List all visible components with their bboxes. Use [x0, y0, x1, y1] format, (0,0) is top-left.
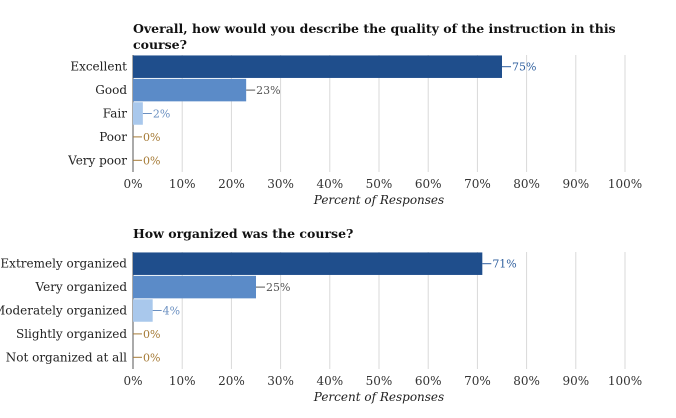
chart-2-bar	[133, 299, 153, 322]
chart-1-tick-label: 0%	[123, 177, 142, 191]
chart-2-bar	[133, 252, 483, 275]
chart-1-tick-label: 60%	[415, 177, 442, 191]
chart-2-tick-label: 30%	[267, 374, 294, 388]
chart-1-data-label: 23%	[256, 84, 280, 97]
chart-1-tick-label: 90%	[562, 177, 589, 191]
chart-1-tick-label: 30%	[267, 177, 294, 191]
chart-1-tick-label: 10%	[169, 177, 196, 191]
chart-1-data-label: 75%	[512, 61, 536, 74]
chart-1-data-label: 0%	[143, 154, 160, 167]
chart-1-category-label: Excellent	[70, 60, 127, 74]
chart-2-category-label: Extremely organized	[0, 257, 127, 271]
chart-2-tick-label: 60%	[415, 374, 442, 388]
chart-1-title-line: Overall, how would you describe the qual…	[133, 21, 616, 36]
chart-2-category-label: Slightly organized	[16, 327, 127, 341]
chart-1-category-label: Fair	[103, 107, 128, 121]
chart-1-bar	[133, 102, 143, 125]
chart-2-data-label: 0%	[143, 328, 160, 341]
chart-2-tick-label: 100%	[608, 374, 642, 388]
chart-2-tick-label: 50%	[366, 374, 393, 388]
chart-2-data-label: 71%	[492, 258, 516, 271]
chart-2-tick-label: 90%	[562, 374, 589, 388]
chart-2-category-label: Not organized at all	[6, 350, 127, 364]
chart-2-data-label: 25%	[266, 281, 290, 294]
chart-2-title-line: How organized was the course?	[133, 226, 353, 241]
chart-1-bar	[133, 78, 247, 102]
chart-1-tick-label: 40%	[316, 177, 343, 191]
chart-1-x-axis-label: Percent of Responses	[313, 193, 444, 207]
chart-2-category-label: Moderately organized	[0, 304, 127, 318]
chart-1-tick-label: 70%	[464, 177, 491, 191]
chart-1-tick-label: 20%	[218, 177, 245, 191]
chart-2-data-label: 0%	[143, 351, 160, 364]
chart-1-tick-label: 50%	[366, 177, 393, 191]
chart-2-tick-label: 20%	[218, 374, 245, 388]
chart-1-category-label: Poor	[99, 130, 127, 144]
chart-2-tick-label: 0%	[123, 374, 142, 388]
chart-1-tick-label: 100%	[608, 177, 642, 191]
chart-2-tick-label: 10%	[169, 374, 196, 388]
chart-1-category-label: Good	[95, 83, 127, 97]
chart-1-category-label: Very poor	[67, 153, 127, 167]
chart-2-data-label: 4%	[163, 305, 180, 318]
chart-2-bar	[133, 275, 256, 299]
chart-2-tick-label: 40%	[316, 374, 343, 388]
chart-1-data-label: 2%	[153, 108, 170, 121]
chart-2-tick-label: 70%	[464, 374, 491, 388]
chart-1-tick-label: 80%	[513, 177, 540, 191]
chart-2-x-axis-label: Percent of Responses	[313, 390, 444, 404]
chart-1-title-line: course?	[133, 37, 187, 52]
chart-2-tick-label: 80%	[513, 374, 540, 388]
chart-2-category-label: Very organized	[35, 280, 128, 294]
chart-1-bar	[133, 55, 502, 78]
chart-1-data-label: 0%	[143, 131, 160, 144]
